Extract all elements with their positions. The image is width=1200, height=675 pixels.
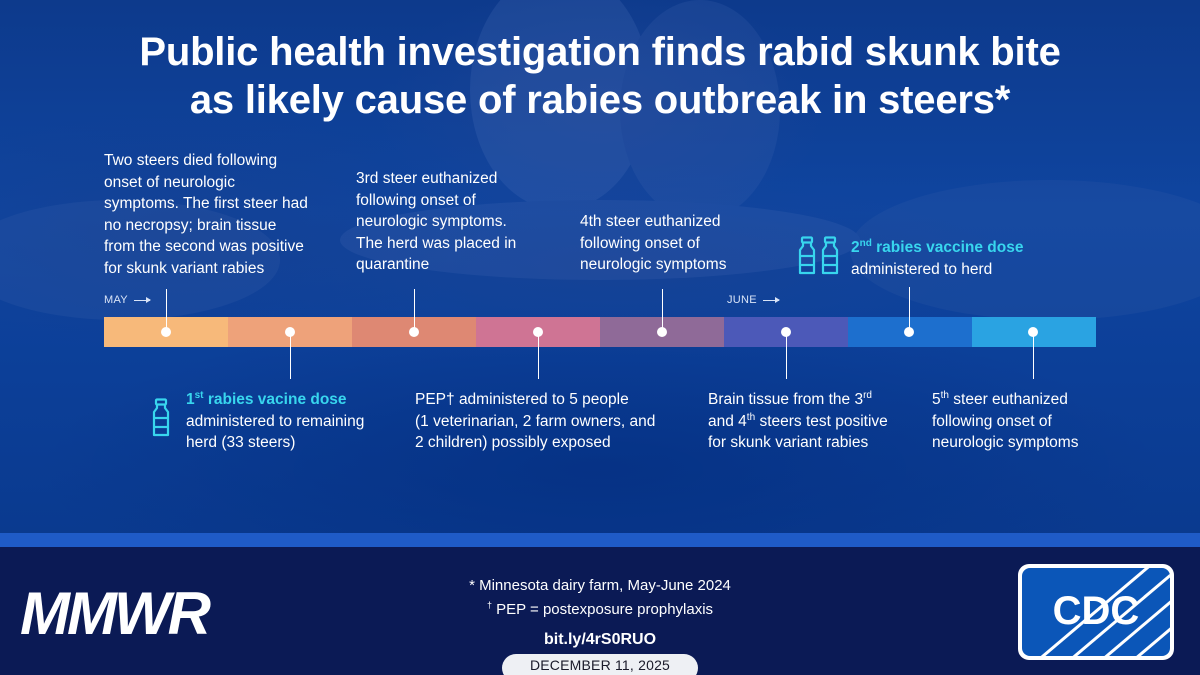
connector-line xyxy=(538,332,539,379)
event-text-line: quarantine xyxy=(356,256,430,273)
title-line-2: as likely cause of rabies outbreak in st… xyxy=(189,78,1011,122)
event-text-line: neurologic symptoms xyxy=(932,434,1079,451)
event-text-line: neurologic symptoms xyxy=(580,256,727,273)
event-text-line: following onset of xyxy=(932,412,1052,430)
event-text-line: Two steers died following xyxy=(104,152,278,169)
background-cattle-silhouettes xyxy=(0,0,1200,320)
event-text-line: administered to remaining xyxy=(186,412,365,430)
event-text-line: and 4th steers test positive xyxy=(708,411,888,430)
timeline-dot xyxy=(781,327,791,337)
event-text-line: onset of neurologic xyxy=(104,173,235,191)
cdc-logo-text: CDC xyxy=(1053,589,1140,633)
event-first-vaccine-dose: 1st rabies vacine dose administered to r… xyxy=(186,389,364,454)
timeline-dot xyxy=(161,327,171,337)
publication-date: DECEMBER 11, 2025 xyxy=(502,654,698,675)
connector-line xyxy=(909,287,910,332)
cdc-logo: CDC xyxy=(1018,564,1174,660)
event-brain-tissue-positive: Brain tissue from the 3rd and 4th steers… xyxy=(708,389,888,454)
page-title: Public health investigation finds rabid … xyxy=(0,28,1200,124)
event-text-line: 5th steer euthanized xyxy=(932,389,1068,408)
connector-line xyxy=(786,332,787,379)
title-line-1: Public health investigation finds rabid … xyxy=(139,30,1061,74)
event-text-line: The herd was placed in xyxy=(356,234,517,252)
short-link[interactable]: bit.ly/4rS0RUO xyxy=(543,631,657,648)
event-text-line: 3rd steer euthanized xyxy=(356,170,498,187)
event-second-vaccine-dose: 2nd rabies vaccine dose administered to … xyxy=(851,237,1023,280)
month-label-june: JUNE xyxy=(727,294,780,306)
connector-line xyxy=(414,289,415,332)
timeline-dot xyxy=(285,327,295,337)
event-text-line: for skunk variant rabies xyxy=(708,434,869,451)
event-text-line: following onset of xyxy=(580,234,700,252)
event-text-line: for skunk variant rabies xyxy=(104,259,265,277)
event-text-line: (1 veterinarian, 2 farm owners, and xyxy=(415,412,656,430)
divider-band xyxy=(0,533,1200,547)
timeline-dot xyxy=(1028,327,1038,337)
footnote-pep: † PEP = postexposure prophylaxis xyxy=(486,600,714,618)
hero-background xyxy=(0,0,1200,533)
timeline-bar xyxy=(104,317,1096,347)
event-text-line: 4th steer euthanized xyxy=(580,213,721,230)
event-third-steer-euthanized: 3rd steer euthanized following onset of … xyxy=(356,168,516,276)
vaccine-vial-icon xyxy=(152,398,170,437)
event-text-line: no necropsy; brain tissue xyxy=(104,216,277,234)
footer xyxy=(0,547,1200,675)
event-text-line: PEP† administered to 5 people xyxy=(415,391,629,408)
mmwr-logo: MMWR xyxy=(20,580,211,647)
connector-line xyxy=(1033,332,1034,379)
event-text-line: symptoms. The first steer had xyxy=(104,195,308,212)
event-two-steers-died: Two steers died following onset of neuro… xyxy=(104,150,308,279)
month-label-may: MAY xyxy=(104,294,151,306)
timeline-dot xyxy=(904,327,914,337)
event-text-line: neurologic symptoms. xyxy=(356,213,507,230)
event-fourth-steer-euthanized: 4th steer euthanized following onset of … xyxy=(580,211,726,276)
event-title: 1st rabies vacine dose xyxy=(186,389,347,408)
event-pep-administered: PEP† administered to 5 people (1 veterin… xyxy=(415,389,655,454)
event-text-line: Brain tissue from the 3rd xyxy=(708,389,872,408)
event-text-line: administered to herd xyxy=(851,260,993,278)
connector-line xyxy=(662,289,663,332)
timeline-dot xyxy=(409,327,419,337)
timeline-dot xyxy=(533,327,543,337)
event-text-line: 2 children) possibly exposed xyxy=(415,434,611,451)
connector-line xyxy=(166,289,167,332)
event-fifth-steer-euthanized: 5th steer euthanized following onset of … xyxy=(932,389,1078,454)
event-text-line: following onset of xyxy=(356,191,476,209)
connector-line xyxy=(290,332,291,379)
arrow-right-icon xyxy=(762,296,780,303)
footnote-location: * Minnesota dairy farm, May-June 2024 xyxy=(469,577,731,594)
event-title: 2nd rabies vaccine dose xyxy=(851,237,1024,256)
event-text-line: herd (33 steers) xyxy=(186,434,296,451)
timeline-dot xyxy=(657,327,667,337)
arrow-right-icon xyxy=(133,296,151,303)
event-text-line: from the second was positive xyxy=(104,238,304,255)
vaccine-vials-icon xyxy=(798,236,839,275)
